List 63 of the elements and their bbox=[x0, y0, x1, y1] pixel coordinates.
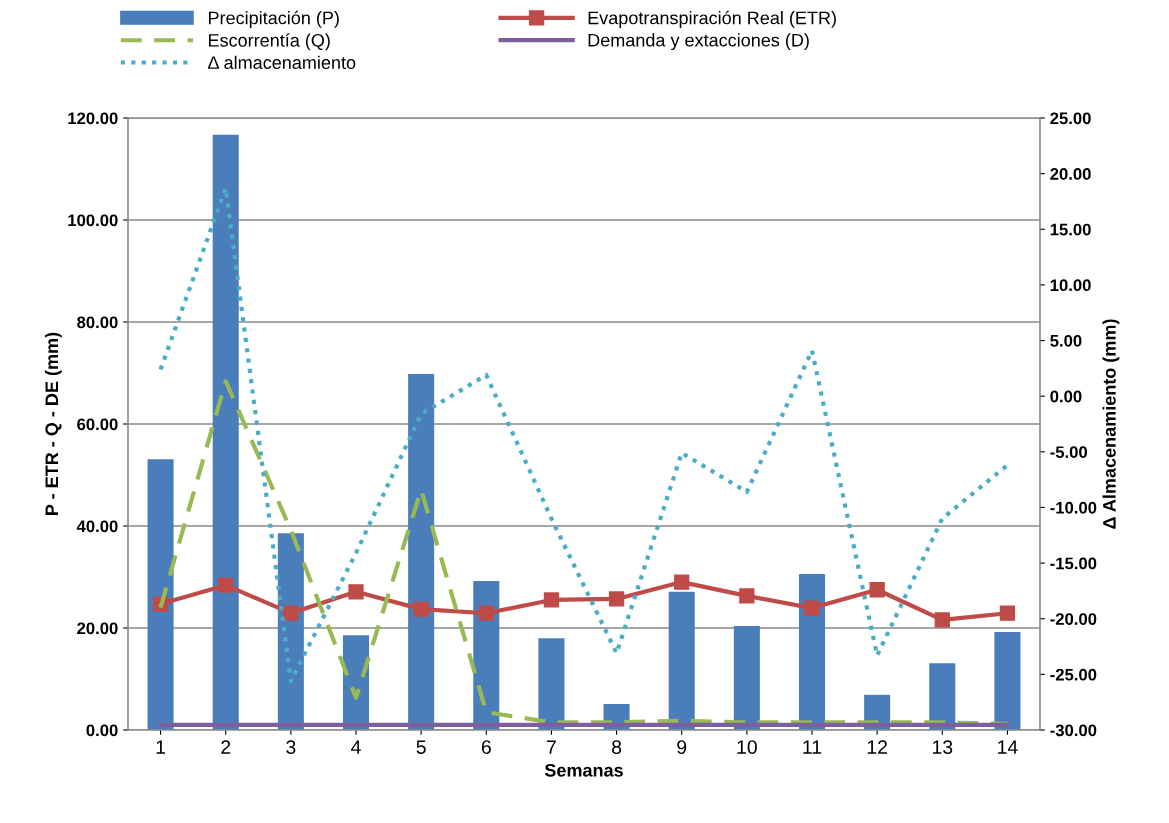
y2-tick-label: 0.00 bbox=[1050, 390, 1082, 403]
x-tick-label: 12 bbox=[867, 740, 887, 754]
x-tick-label: 2 bbox=[221, 740, 231, 754]
y2-tick-label: -25.00 bbox=[1050, 668, 1097, 681]
x-tick-label: 10 bbox=[737, 740, 757, 754]
bar bbox=[733, 625, 760, 730]
x-tick-label: 3 bbox=[286, 740, 296, 754]
x-tick-label: 4 bbox=[351, 740, 361, 754]
y-tick-label: 120.00 bbox=[68, 112, 118, 125]
y2-tick-label: -5.00 bbox=[1050, 446, 1088, 459]
legend-label: Δ almacenamiento bbox=[208, 55, 356, 70]
legend-label: Escorrentía (Q) bbox=[208, 33, 330, 51]
point bbox=[218, 577, 234, 593]
point bbox=[869, 582, 885, 598]
y2-tick-label: -10.00 bbox=[1050, 501, 1097, 514]
y-tick-label: 20.00 bbox=[77, 622, 118, 635]
point bbox=[999, 605, 1016, 621]
x-tick-label: 5 bbox=[416, 740, 426, 754]
y-tick-label: 80.00 bbox=[77, 316, 118, 329]
bar bbox=[538, 638, 565, 730]
y2-tick-label: 10.00 bbox=[1050, 279, 1091, 292]
point bbox=[348, 584, 364, 600]
y-tick-label: 60.00 bbox=[77, 418, 118, 431]
x-axis-title: Semanas bbox=[544, 763, 623, 777]
point bbox=[283, 605, 299, 621]
x-tick-label: 11 bbox=[803, 740, 822, 754]
point bbox=[413, 601, 429, 617]
y-tick-label: 40.00 bbox=[76, 520, 118, 533]
bar bbox=[929, 663, 956, 730]
point bbox=[934, 612, 950, 628]
y2-tick-label: 5.00 bbox=[1050, 334, 1082, 347]
x-tick-label: 6 bbox=[481, 740, 491, 754]
y2-tick-label: 25.00 bbox=[1050, 112, 1091, 125]
point bbox=[739, 588, 755, 604]
y2-tick-label: -15.00 bbox=[1050, 557, 1097, 570]
bar bbox=[408, 374, 435, 730]
x-tick-label: 8 bbox=[612, 740, 622, 754]
bar bbox=[668, 591, 695, 730]
point bbox=[674, 574, 690, 590]
point bbox=[543, 592, 560, 608]
x-tick-label: 7 bbox=[547, 740, 556, 754]
y2-tick-label: -30.00 bbox=[1050, 724, 1097, 737]
point bbox=[608, 591, 625, 607]
legend-label: Evapotranspiración Real (ETR) bbox=[588, 10, 836, 28]
y-tick-label: 100.00 bbox=[68, 214, 118, 227]
y2-axis-title: Δ Almacenamiento (mm) bbox=[1102, 319, 1120, 529]
y-tick-label: 0.00 bbox=[86, 724, 118, 737]
legend-label: Demanda y extacciones (D) bbox=[588, 33, 809, 51]
point bbox=[804, 600, 820, 616]
x-tick-label: 14 bbox=[998, 740, 1018, 754]
y2-tick-label: 20.00 bbox=[1050, 168, 1091, 180]
bar bbox=[147, 459, 174, 730]
x-tick-label: 13 bbox=[932, 740, 953, 754]
bar bbox=[212, 134, 239, 730]
bar bbox=[994, 632, 1021, 730]
y-axis-title: P - ETR - Q - DE (mm) bbox=[44, 332, 62, 515]
y2-tick-label: -20.00 bbox=[1050, 613, 1097, 625]
x-tick-label: 1 bbox=[156, 740, 166, 754]
x-tick-label: 9 bbox=[677, 740, 687, 754]
line-series bbox=[158, 186, 1010, 684]
point bbox=[478, 605, 494, 621]
y2-tick-label: 15.00 bbox=[1050, 223, 1091, 236]
legend-label: Precipitación (P) bbox=[208, 10, 339, 28]
